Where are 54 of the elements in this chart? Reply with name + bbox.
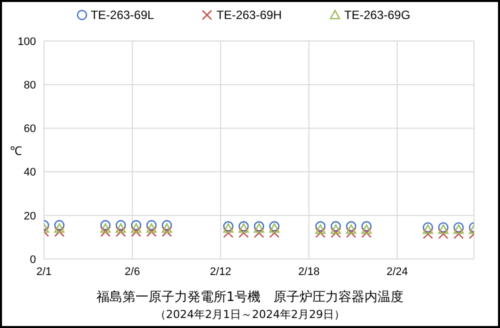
legend-label: TE-263-69H	[216, 8, 282, 22]
point	[438, 228, 448, 240]
point	[54, 220, 65, 230]
point	[146, 220, 157, 230]
point	[100, 226, 111, 237]
point	[330, 224, 341, 234]
point	[162, 220, 172, 230]
point	[361, 224, 372, 234]
point	[116, 223, 126, 233]
y-tick-label: 100	[18, 36, 36, 48]
x-tick-label: 2/24	[386, 266, 408, 278]
y-tick-label: 0	[30, 254, 36, 266]
point	[269, 228, 280, 238]
point	[361, 221, 372, 232]
point	[346, 228, 356, 238]
point	[422, 228, 434, 240]
y-tick-label: 80	[24, 80, 36, 92]
point	[100, 220, 111, 230]
point	[223, 228, 234, 238]
point	[146, 226, 157, 237]
point	[315, 221, 326, 232]
point	[116, 226, 126, 237]
point	[162, 226, 172, 237]
x-tick-label: 2/18	[298, 266, 320, 278]
point	[330, 228, 341, 238]
point	[315, 224, 326, 234]
legend-label: TE-263-69G	[344, 8, 410, 22]
point	[330, 221, 341, 232]
point	[453, 228, 464, 240]
point	[54, 226, 65, 237]
point	[130, 220, 142, 230]
y-axis-title: ℃	[10, 143, 22, 159]
point	[116, 220, 126, 230]
x-tick-label: 2/12	[210, 266, 232, 278]
point	[346, 224, 356, 234]
point	[346, 221, 356, 232]
point	[315, 228, 326, 238]
text: （2024年2月1日～2024年2月29日）	[154, 307, 346, 322]
text: 福島第一原子力発電所1号機 原子炉圧力容器内温度	[95, 289, 405, 306]
legend-label: TE-263-69L	[90, 8, 154, 22]
point	[130, 223, 142, 233]
y-tick-label: 20	[24, 210, 36, 222]
point	[162, 223, 172, 233]
point	[238, 228, 249, 238]
point	[254, 228, 264, 238]
point	[146, 223, 157, 233]
y-tick-label: 60	[24, 123, 36, 136]
y-tick-label: 40	[24, 166, 36, 179]
x-tick-label: 2/6	[124, 266, 140, 278]
point	[361, 228, 372, 238]
point	[54, 223, 65, 233]
point	[130, 226, 142, 237]
point	[100, 223, 111, 233]
x-tick-label: 2/1	[36, 266, 52, 278]
